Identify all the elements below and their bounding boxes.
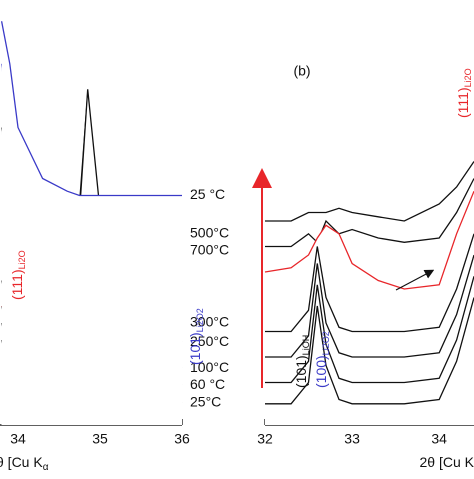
peak-label: (101)Li2O2 [187,308,206,365]
curve [0,21,182,197]
legend-label: 500°C [190,224,229,240]
peak-label-sub: Li2O [463,68,473,87]
peak-label-text: (100) [313,355,329,388]
legend-label: 60 °C [190,376,225,392]
curve-mask [265,297,474,425]
peak-label-text: (111) [455,87,471,118]
x-tick-label: 34 [431,431,447,447]
x-axis-label-text: θ [Cu K [0,454,43,470]
x-tick-label: 36 [174,431,190,447]
x-axis-label-sub: α [43,462,49,473]
curve [265,297,474,405]
legend-label: 25 °C [190,186,225,202]
peak-label-text: (101) [293,355,309,388]
curve-mask [1,21,182,426]
curve [265,254,474,358]
panel-label: (b) [293,63,310,79]
peak-label-sub: Li2O [17,250,27,269]
curve [264,190,474,290]
x-tick-label: 34 [10,431,26,447]
curve [265,161,474,222]
peak-label-text: (101) [187,332,203,365]
legend-label: 100°C [190,359,229,375]
peak-label-sub: Li2O2 [195,308,205,332]
legend-label: 300°C [190,314,229,330]
peak-label-sub: Li2O2 [321,331,331,355]
peak-label-sub: LiOH [301,335,311,356]
peak-label: (111)Li2O [9,250,28,300]
curve [265,178,474,248]
x-tick-label: 32 [257,431,273,447]
peak-label: (100)Li2O2 [313,331,332,388]
legend-label: 25°C [190,394,221,410]
x-axis-label: θ [Cu Kα [0,454,49,473]
shift-arrow [395,269,435,291]
curve [265,233,474,333]
curve [265,276,474,384]
peak-label: (101)LiOH [293,335,312,388]
peak-label: (111)Li2O [455,68,474,118]
x-axis-label: 2θ [Cu K [420,454,474,470]
x-axis-label-text: 2θ [Cu K [420,454,474,470]
x-tick-label: 35 [92,431,108,447]
x-tick-label: 33 [344,431,360,447]
legend-label: 250°C [190,333,229,349]
peak-label-text: (111) [9,269,25,300]
legend-label: 700°C [190,241,229,257]
